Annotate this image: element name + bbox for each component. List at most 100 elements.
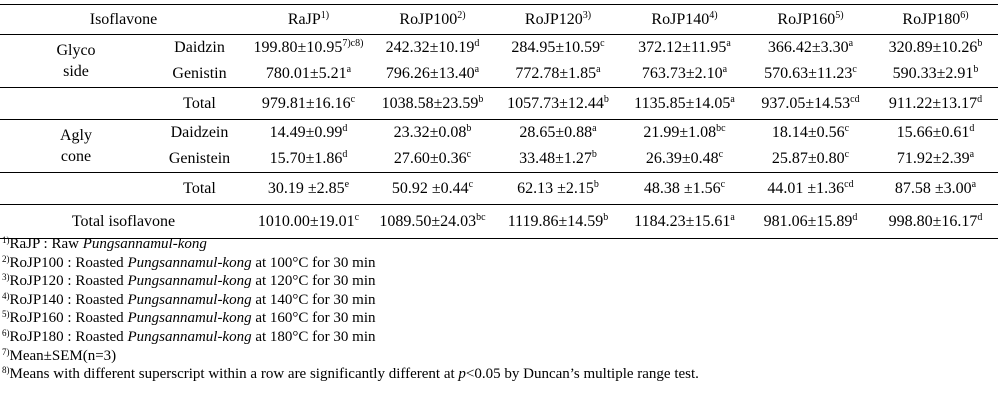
footnote: 6)RoJP180 : Roasted Pungsannamul-kong at…: [2, 328, 699, 347]
cell-superscript: c: [720, 178, 726, 190]
cell-superscript: b: [466, 123, 472, 134]
cell-value: 911.22±13.17: [888, 94, 978, 112]
value-cell: 1038.58±23.59b: [370, 87, 495, 120]
header-isoflavone: Isoflavone: [0, 4, 247, 35]
value-cell: 372.12±11.95a: [621, 35, 748, 62]
cell-superscript: d: [977, 93, 983, 105]
header-col: RoJP1806): [873, 4, 998, 35]
cell-value: 242.32±10.19: [385, 39, 475, 56]
group-label-line: Glyco: [56, 42, 96, 59]
cell-superscript: b: [593, 178, 599, 190]
value-cell: 71.92±2.39a: [873, 146, 998, 173]
cell-superscript: d: [342, 123, 348, 134]
cell-superscript: d: [852, 211, 858, 223]
cell-superscript: d: [474, 38, 480, 49]
total-spacer: [0, 87, 152, 120]
row-label: Daidzein: [170, 124, 229, 141]
value-cell: 18.14±0.56c: [748, 120, 873, 147]
footnote-text: Mean±SEM(n=3): [9, 347, 117, 364]
cell-value: 1010.00±19.01: [257, 212, 355, 230]
group-label-line: side: [63, 63, 89, 80]
value-cell: 780.01±5.21a: [247, 61, 370, 88]
value-cell: 33.48±1.27b: [495, 146, 621, 173]
cell-value: 28.65±0.88: [519, 124, 593, 141]
cell-superscript: d: [969, 123, 975, 134]
cell-value: 48.38 ±1.56: [643, 179, 721, 197]
group-label: Agly cone: [0, 119, 152, 173]
footnote-text: RoJP180 : Roasted: [9, 328, 128, 345]
cell-value: 62.13 ±2.15: [517, 179, 594, 197]
value-cell: 590.33±2.91b: [873, 61, 998, 88]
footnote-text: RoJP160 : Roasted: [9, 310, 128, 327]
header-col: RoJP1203): [495, 4, 621, 35]
cell-value: 772.78±1.85: [515, 65, 597, 82]
cell-value: 71.92±2.39: [896, 150, 970, 167]
cell-value: 14.49±0.99: [269, 124, 343, 141]
footnote: 7)Mean±SEM(n=3): [2, 347, 699, 366]
cell-superscript: b: [977, 38, 983, 49]
footnote: 3)RoJP120 : Roasted Pungsannamul-kong at…: [2, 272, 699, 291]
cell-value: 590.33±2.91: [892, 65, 974, 82]
cell-value: 1057.73±12.44: [507, 94, 604, 112]
cell-value: 87.58 ±3.00: [894, 179, 972, 197]
cell-superscript: d: [342, 149, 348, 160]
cell-value: 199.80±10.95: [253, 39, 343, 56]
footnote: 8)Means with different superscript withi…: [2, 365, 699, 384]
cell-superscript: c: [852, 64, 857, 75]
footnotes: 1)RaJP : Raw Pungsannamul-kong 2)RoJP100 …: [2, 235, 699, 384]
cell-value: 1184.23±15.61: [634, 212, 731, 230]
cell-value: 1135.85±14.05: [634, 94, 731, 112]
footnote: 5)RoJP160 : Roasted Pungsannamul-kong at…: [2, 309, 699, 328]
footnote-italic: Pungsannamul-kong: [82, 236, 207, 252]
cell-value: 320.89±10.26: [888, 39, 978, 56]
cell-value: 15.70±1.86: [269, 150, 343, 167]
isoflavone-table: Isoflavone RaJP1) RoJP1002) RoJP1203) Ro…: [0, 4, 998, 239]
footnote-text: RoJP100 : Roasted: [9, 254, 128, 271]
table-body: Glyco side Daidzin 199.80±10.957)c8) 242.32±…: [0, 34, 998, 239]
cell-value: 27.60±0.36: [393, 150, 467, 167]
value-cell: 1184.23±15.61a: [621, 204, 748, 239]
footnote-text: Means with different superscript within …: [9, 366, 459, 383]
cell-superscript: a: [346, 64, 352, 75]
footnote: 2)RoJP100 : Roasted Pungsannamul-kong at…: [2, 254, 699, 273]
value-cell: 23.32±0.08b: [370, 120, 495, 147]
table-row: Genistin 780.01±5.21a 796.26±13.40a 772.78±…: [0, 61, 998, 88]
value-cell: 1089.50±24.03bc: [370, 204, 495, 239]
cell-superscript: b: [478, 93, 484, 105]
footnote-text: at 120°C for 30 min: [251, 273, 376, 290]
cell-superscript: c: [468, 178, 474, 190]
cell-value: 23.32±0.08: [393, 124, 467, 141]
value-cell: 242.32±10.19d: [370, 35, 495, 62]
value-cell: 48.38 ±1.56c: [621, 172, 748, 205]
value-cell: 28.65±0.88a: [495, 120, 621, 147]
footnote-text: at 180°C for 30 min: [251, 328, 376, 345]
value-cell: 15.66±0.61d: [873, 120, 998, 147]
footnote-text: at 140°C for 30 min: [251, 291, 376, 308]
cell-superscript: a: [722, 64, 728, 75]
value-cell: 21.99±1.08bc: [621, 120, 748, 147]
footnote-italic: p: [458, 366, 466, 383]
footnote-marker: 4): [2, 290, 10, 301]
cell-value: 18.14±0.56: [771, 124, 845, 141]
value-cell: 1135.85±14.05a: [621, 87, 748, 120]
cell-superscript: c: [354, 211, 360, 223]
cell-value: 15.66±0.61: [896, 124, 970, 141]
cell-superscript: d: [977, 211, 983, 223]
cell-value: 26.39±0.48: [645, 150, 719, 167]
cell-superscript: a: [971, 178, 977, 190]
footnote-italic: Pungsannamul-kong: [127, 328, 252, 345]
cell-value: 937.05±14.53: [761, 94, 851, 112]
group-label: Glyco side: [0, 34, 152, 88]
value-cell: 1010.00±19.01c: [247, 204, 370, 239]
total-row: Total 979.81±16.16c 1038.58±23.59b 1057.73±…: [0, 87, 998, 120]
header-col: RaJP1): [247, 4, 370, 35]
cell-value: 33.48±1.27: [519, 150, 592, 167]
row-label: Total: [152, 87, 247, 120]
value-cell: 15.70±1.86d: [247, 146, 370, 173]
cell-superscript: b: [603, 93, 609, 105]
row-label: Total: [152, 172, 247, 205]
value-cell: 87.58 ±3.00a: [873, 172, 998, 205]
cell-superscript: cd: [844, 178, 854, 190]
cell-value: 21.99±1.08: [643, 124, 717, 141]
cell-value: 44.01 ±1.36: [767, 179, 845, 197]
